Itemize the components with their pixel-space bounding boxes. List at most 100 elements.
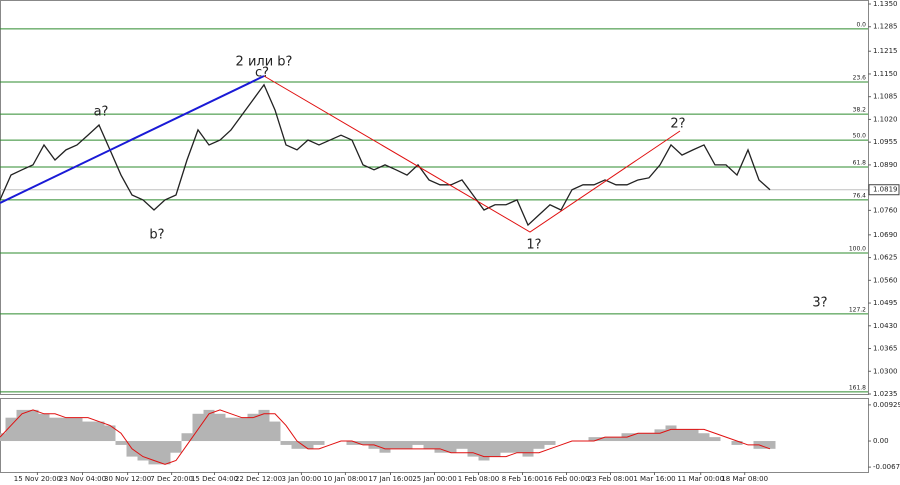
osc-bar: [511, 441, 523, 453]
x-tick-label: 16 Feb 00:00: [544, 475, 590, 483]
osc-bar: [654, 429, 666, 442]
x-tick-label: 15 Nov 20:00: [14, 475, 61, 483]
fib-label: 23.6: [853, 75, 867, 82]
osc-bar: [379, 441, 391, 453]
y-tick-label: 1.0955: [873, 138, 898, 146]
osc-bar: [60, 417, 72, 442]
osc-bar: [588, 437, 600, 442]
wave-label: 3?: [812, 296, 827, 311]
osc-bar: [522, 441, 534, 457]
osc-bar: [478, 441, 490, 461]
wave-label: 2?: [670, 117, 685, 132]
osc-bar: [247, 413, 259, 442]
wave-label: a?: [94, 105, 109, 120]
wave-label: 1?: [526, 238, 541, 253]
osc-bar: [643, 433, 655, 442]
osc-bar: [390, 441, 402, 449]
x-tick-label: 8 Feb 16:00: [502, 475, 543, 483]
x-tick-label: 25 Jan 00:00: [412, 475, 456, 483]
fib-label: 0.0: [856, 21, 866, 28]
fib-label: 100.0: [849, 246, 866, 253]
y-tick-label: 1.0625: [873, 254, 898, 262]
osc-bar: [698, 433, 710, 442]
x-tick-label: 23 Nov 04:00: [59, 475, 106, 483]
osc-bar: [709, 437, 721, 442]
trend-line: [0, 75, 265, 204]
osc-bar: [302, 441, 314, 449]
osc-bar: [170, 441, 182, 453]
fib-label: 50.0: [853, 133, 867, 140]
y-tick-label: 1.1150: [873, 70, 898, 78]
osc-bar: [203, 409, 215, 442]
y-tick-label: 1.0690: [873, 231, 898, 239]
osc-bar: [665, 425, 677, 442]
osc-bar: [599, 437, 611, 442]
x-tick-label: 18 Mar 08:00: [721, 475, 768, 483]
osc-bar: [357, 441, 369, 445]
y-tick-label: 1.0430: [873, 322, 898, 330]
x-tick-label: 1 Feb 08:00: [458, 475, 499, 483]
osc-tick-label: -0.0067: [873, 463, 900, 471]
y-tick-label: 1.1285: [873, 23, 898, 31]
osc-bar: [104, 425, 116, 442]
y-tick-label: 1.0890: [873, 161, 898, 169]
osc-tick-label: 0.00929: [873, 401, 900, 409]
osc-bar: [82, 421, 94, 442]
wave-label: 2 или b?: [236, 55, 293, 70]
osc-bar: [632, 433, 644, 442]
osc-bar: [610, 437, 622, 442]
osc-bar: [500, 441, 512, 453]
wave-label: b?: [149, 228, 164, 243]
osc-bar: [115, 441, 127, 445]
y-tick-label: 1.0300: [873, 367, 898, 375]
osc-bar: [544, 441, 556, 445]
osc-bar: [258, 409, 270, 442]
y-tick-label: 1.0235: [873, 390, 898, 398]
osc-bar: [489, 441, 501, 457]
osc-bar: [5, 417, 17, 442]
osc-bar: [423, 441, 435, 449]
osc-bar: [533, 441, 545, 449]
fib-label: 76.4: [853, 192, 867, 199]
osc-bar: [159, 441, 171, 465]
osc-bar: [280, 441, 292, 445]
y-tick-label: 1.0560: [873, 276, 898, 284]
fib-label: 61.8: [853, 159, 867, 166]
x-tick-label: 30 Nov 12:00: [104, 475, 151, 483]
y-tick-label: 1.0365: [873, 345, 898, 353]
y-tick-label: 1.1085: [873, 93, 898, 101]
last-price-label: 1.0819: [873, 186, 898, 194]
osc-bar: [687, 429, 699, 442]
osc-tick-label: 0.00: [873, 437, 889, 445]
x-tick-label: 1 Mar 16:00: [633, 475, 675, 483]
osc-bar: [16, 409, 28, 442]
osc-bar: [445, 441, 457, 453]
y-tick-label: 1.0495: [873, 299, 898, 307]
osc-bar: [137, 441, 149, 461]
osc-bar: [346, 441, 358, 445]
fib-label: 38.2: [853, 107, 867, 114]
osc-bar: [434, 441, 446, 453]
x-tick-label: 23 Feb 08:00: [588, 475, 634, 483]
osc-bar: [148, 441, 160, 465]
osc-bar: [401, 441, 413, 449]
y-tick-label: 1.1350: [873, 0, 898, 8]
osc-bar: [456, 441, 468, 449]
osc-bar: [225, 417, 237, 442]
x-tick-label: 15 Dec 04:00: [191, 475, 238, 483]
y-tick-label: 1.0760: [873, 206, 898, 214]
price-line: [0, 83, 771, 227]
osc-bar: [93, 421, 105, 442]
osc-bar: [291, 441, 303, 449]
last-price-box: [868, 184, 900, 196]
osc-bar: [412, 441, 424, 445]
osc-bar: [0, 433, 6, 442]
osc-bar: [764, 441, 776, 449]
x-tick-label: 11 Mar 00:00: [677, 475, 724, 483]
x-tick-label: 17 Jan 16:00: [368, 475, 412, 483]
y-tick-label: 1.1020: [873, 115, 898, 123]
wave-lines: [0, 75, 681, 233]
osc-bar: [269, 421, 281, 442]
